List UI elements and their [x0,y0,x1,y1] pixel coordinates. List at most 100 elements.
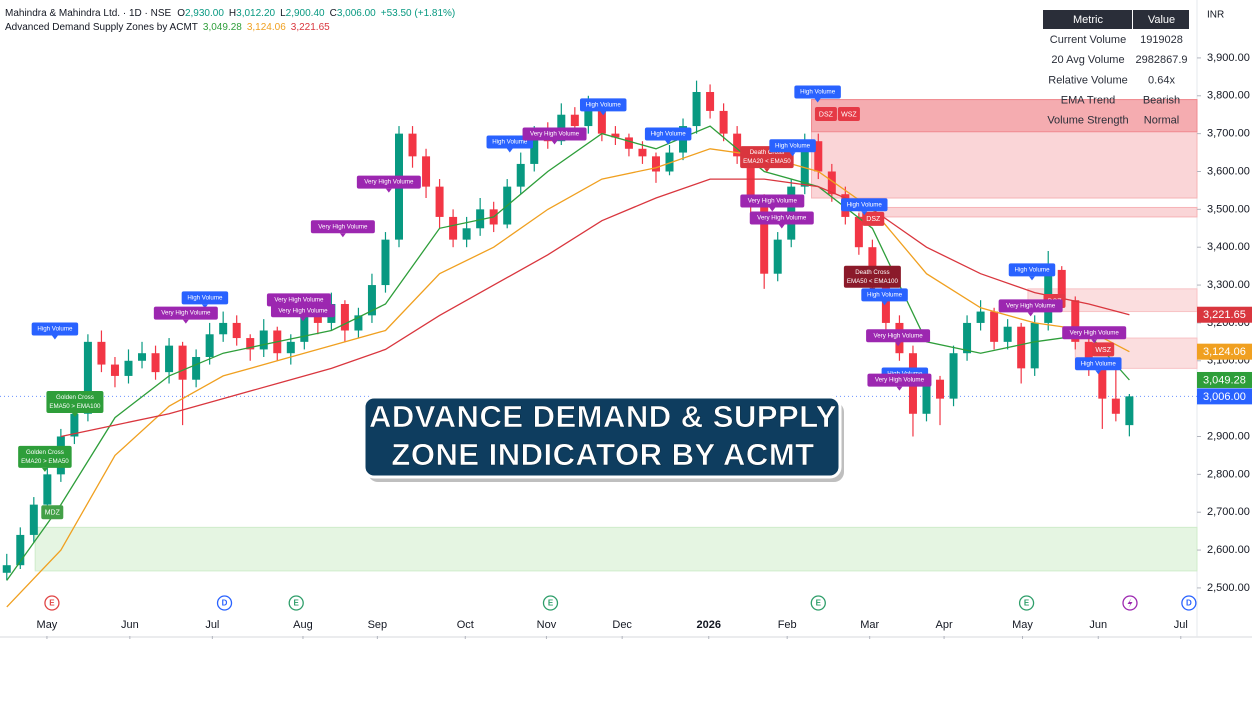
indicator-name: Advanced Demand Supply Zones by ACMT [5,22,198,33]
annotation-pointer [861,211,868,216]
candle-body [1003,326,1012,342]
candle-body [760,201,769,274]
candle-body [476,209,485,229]
annotation-pointer [1028,276,1035,281]
x-tick-label: Jul [1174,619,1188,631]
annotation-box [866,329,931,343]
table-header: Metric [1073,14,1103,26]
candle-body [570,114,579,127]
candle-body [706,91,715,111]
x-tick-label: Jun [1089,619,1107,631]
annotation-text: Death Cross [855,269,889,276]
event-marker[interactable] [542,595,559,611]
price-tag [1197,306,1252,323]
candle-body [990,311,999,342]
annotation-text: Very High Volume [748,198,798,205]
price-tag [1197,343,1252,360]
candle-body [286,341,295,354]
x-tick-label: Dec [612,619,632,631]
event-marker[interactable] [810,595,826,611]
x-tick-label: Jun [121,619,139,631]
table-cell: Normal [1144,115,1179,127]
y-tick-label: 2,900.00 [1207,430,1250,442]
annotation-text: High Volume [800,89,836,96]
annotation-text: EMA20 > EMA50 [21,458,69,465]
annotation-text: Very High Volume [873,332,923,339]
annotation-pointer [814,98,821,103]
ema-line [60,178,1130,438]
y-tick-label: 3,900.00 [1207,52,1250,64]
annotation-text: High Volume [37,326,73,333]
ema-line [6,125,1130,581]
annotation-box [579,98,627,112]
ohlc-value: 2,930.00 [185,8,224,19]
candle-body [936,379,945,399]
event-marker[interactable] [216,595,233,611]
annotation-box [861,288,908,302]
annotation-pointer [896,386,903,391]
candle-body [97,341,106,365]
annotation-box [356,175,421,189]
table-cell: Bearish [1143,95,1180,107]
candle-body [597,107,606,134]
candle-body [854,216,863,248]
annotation-text: Golden Cross [26,449,64,456]
annotation-box [31,322,79,336]
annotation-text: Golden Cross [56,394,94,401]
event-marker[interactable] [1018,595,1035,611]
zone-label: WSZ [1095,347,1111,354]
banner-title: ADVANCE DEMAND & SUPPLY [369,399,837,434]
price-tag-label: 3,006.00 [1203,391,1246,403]
candle-body [665,152,674,172]
annotation-pointer [789,152,796,157]
candle-body [462,228,471,240]
candle-body [219,322,228,335]
candle-body [1017,326,1026,369]
annotation-box [998,299,1063,313]
candle-body [1098,368,1107,399]
y-tick-label: 3,700.00 [1207,128,1250,140]
candle-body [367,285,376,316]
annotation-box [1062,326,1127,340]
y-tick-label: 3,800.00 [1207,90,1250,102]
annotation-box [740,194,805,208]
candle-body [1030,322,1039,369]
table-cell: Relative Volume [1048,74,1128,86]
event-marker[interactable] [44,595,60,611]
annotation-text: Very High Volume [364,179,414,186]
x-tick-label: Apr [936,619,953,631]
annotation-text: High Volume [187,295,223,302]
candle-body [1111,398,1120,414]
table-cell: Current Volume [1050,34,1126,46]
annotation-box [644,127,692,141]
table-cell: 2982867.9 [1136,54,1188,66]
zone-label-box [862,211,885,226]
x-tick-label: Oct [457,619,474,631]
event-marker[interactable] [288,595,304,611]
y-tick-label: 3,500.00 [1207,203,1250,215]
table-cell: 20 Avg Volume [1051,54,1124,66]
annotation-pointer [182,319,189,324]
price-tag-label: 3,124.06 [1203,346,1246,358]
annotation-pointer [299,317,306,322]
event-marker[interactable] [1181,595,1197,611]
indicator-value: 3,124.06 [247,22,286,33]
annotation-text: High Volume [867,292,903,299]
currency-label: INR [1207,10,1224,21]
annotation-box [769,139,816,153]
candle-body [922,379,931,414]
candle-body [624,137,633,149]
annotation-pointer [600,111,607,116]
candle-body [138,353,147,361]
annotation-box [841,198,888,212]
annotation-text: High Volume [1014,267,1050,274]
banner-box [362,395,842,479]
zone-label-box [814,106,837,121]
annotation-box [266,293,331,307]
candle-body [29,504,38,535]
annotation-text: Very High Volume [1006,303,1056,310]
candle-body [178,345,187,380]
annotation-pointer [1091,339,1098,344]
banner-title: ZONE INDICATOR BY ACMT [391,437,814,472]
annotation-pointer [385,188,392,193]
